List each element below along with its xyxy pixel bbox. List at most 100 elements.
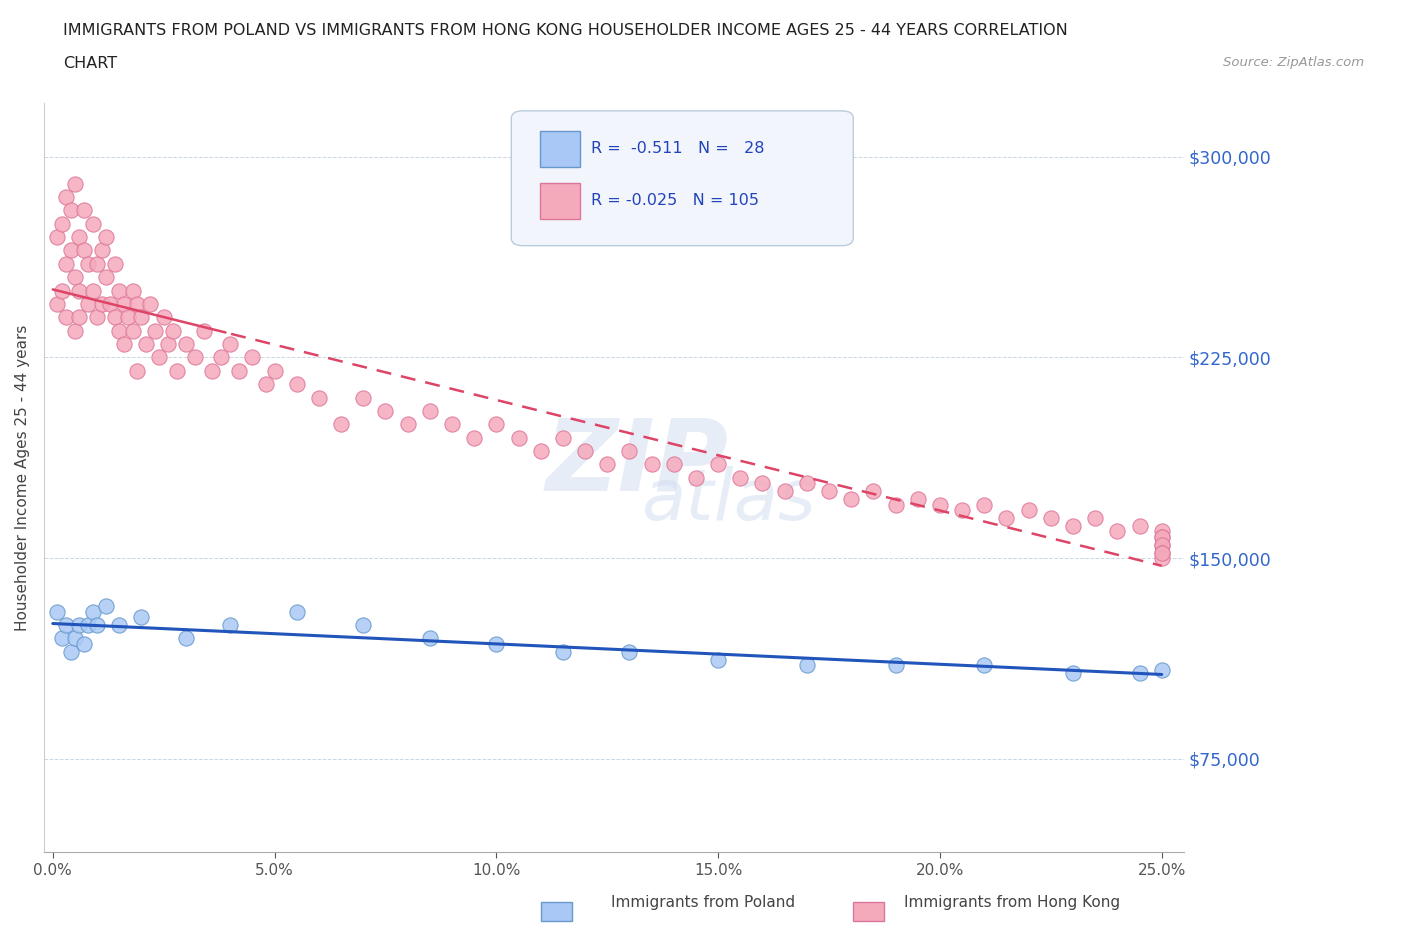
Point [67, 230, 90, 245]
Point [86, 310, 108, 325]
Point [1150, 545, 1173, 560]
Point [907, 492, 929, 507]
Text: Source: ZipAtlas.com: Source: ZipAtlas.com [1223, 56, 1364, 69]
Point [63, 270, 86, 285]
Point [640, 457, 662, 472]
Point [152, 310, 174, 325]
Point [862, 484, 884, 498]
Point [929, 498, 952, 512]
Point [82, 283, 104, 298]
Point [112, 337, 135, 352]
Point [1150, 538, 1173, 552]
Point [884, 658, 907, 672]
Point [1128, 519, 1150, 534]
Point [125, 297, 148, 312]
Point [112, 297, 135, 312]
Point [183, 350, 205, 365]
Point [77, 257, 100, 272]
Point [121, 324, 143, 339]
Point [1150, 529, 1173, 544]
Point [108, 283, 131, 298]
Point [174, 631, 197, 645]
Point [773, 484, 796, 498]
Point [973, 498, 995, 512]
Point [174, 337, 197, 352]
Point [1150, 545, 1173, 560]
Point [685, 471, 707, 485]
Point [1150, 663, 1173, 678]
Point [1039, 511, 1062, 525]
Point [67, 310, 90, 325]
Point [1084, 511, 1107, 525]
Point [884, 498, 907, 512]
Bar [540, 183, 579, 219]
Point [352, 391, 374, 405]
Text: CHART: CHART [63, 56, 117, 71]
Point [730, 471, 752, 485]
Point [950, 502, 973, 517]
Point [662, 457, 685, 472]
Point [619, 644, 641, 659]
Point [104, 257, 127, 272]
Point [352, 618, 374, 632]
Point [619, 444, 641, 458]
Point [94, 599, 117, 614]
Point [51, 217, 73, 232]
Point [100, 297, 122, 312]
Point [209, 350, 232, 365]
Point [254, 377, 277, 392]
Point [63, 324, 86, 339]
Point [285, 604, 308, 619]
Point [86, 618, 108, 632]
Point [818, 484, 841, 498]
Point [104, 310, 127, 325]
Point [59, 243, 82, 258]
Point [90, 243, 112, 258]
Point [751, 476, 773, 491]
Point [121, 283, 143, 298]
Point [551, 431, 574, 445]
Point [1062, 666, 1084, 681]
Text: R =  -0.511   N =   28: R = -0.511 N = 28 [591, 140, 765, 156]
Point [51, 283, 73, 298]
Point [193, 324, 215, 339]
Point [117, 310, 139, 325]
Text: ZIP: ZIP [546, 415, 728, 512]
Text: Immigrants from Hong Kong: Immigrants from Hong Kong [904, 895, 1121, 910]
Point [139, 297, 162, 312]
Point [82, 217, 104, 232]
Point [485, 417, 508, 432]
Point [73, 203, 96, 218]
Point [419, 404, 441, 418]
Point [285, 377, 308, 392]
Point [131, 310, 153, 325]
Point [596, 457, 619, 472]
Point [59, 644, 82, 659]
Point [94, 270, 117, 285]
Point [1150, 551, 1173, 565]
Point [59, 203, 82, 218]
Point [201, 364, 224, 379]
Point [51, 631, 73, 645]
FancyBboxPatch shape [512, 111, 853, 246]
Point [707, 457, 730, 472]
Point [63, 176, 86, 191]
Point [46, 297, 69, 312]
Point [1062, 519, 1084, 534]
Point [90, 297, 112, 312]
Bar [540, 131, 579, 167]
Point [157, 337, 180, 352]
Point [73, 243, 96, 258]
Point [1150, 524, 1173, 538]
Point [1018, 502, 1040, 517]
Point [46, 230, 69, 245]
Point [82, 604, 104, 619]
Point [574, 444, 596, 458]
Point [228, 364, 250, 379]
Text: IMMIGRANTS FROM POLAND VS IMMIGRANTS FROM HONG KONG HOUSEHOLDER INCOME AGES 25 -: IMMIGRANTS FROM POLAND VS IMMIGRANTS FRO… [63, 23, 1069, 38]
Point [131, 609, 153, 624]
Point [55, 257, 77, 272]
Point [135, 337, 157, 352]
Point [219, 337, 242, 352]
Point [148, 350, 170, 365]
